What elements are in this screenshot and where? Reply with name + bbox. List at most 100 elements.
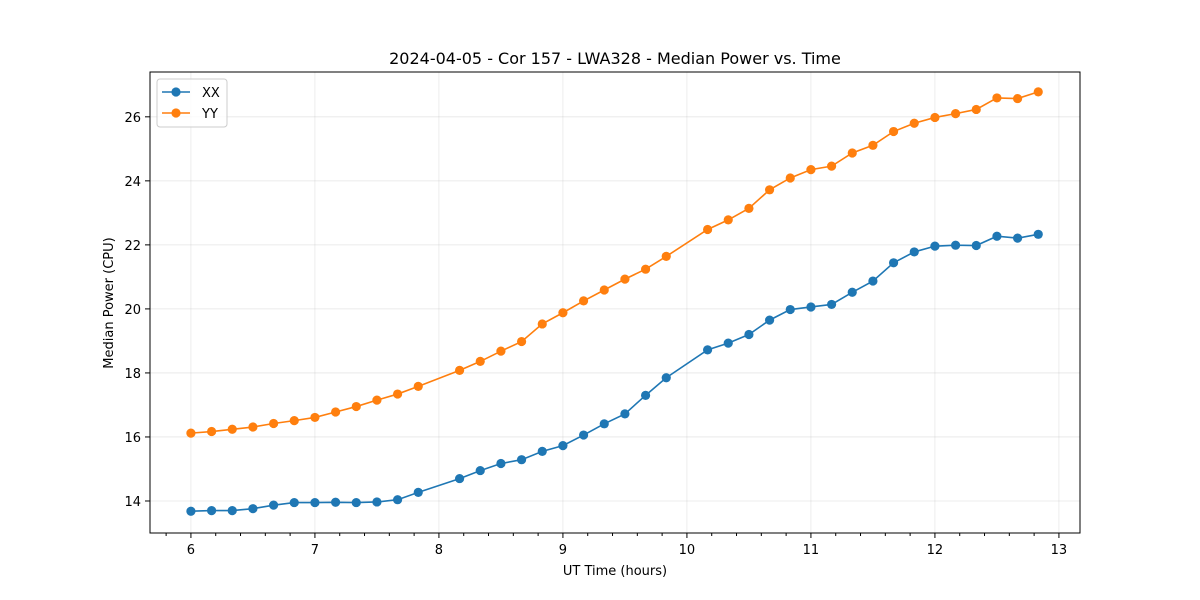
- data-point-yy: [413, 381, 423, 391]
- legend-label: YY: [201, 107, 218, 122]
- data-point-xx: [826, 299, 837, 310]
- y-tick-label: 20: [124, 303, 141, 318]
- legend: XX YY: [156, 78, 228, 128]
- series-line-xx: [190, 233, 1039, 513]
- data-point-yy: [372, 395, 382, 405]
- data-point-xx: [764, 315, 775, 325]
- data-point-yy: [578, 296, 589, 306]
- data-point-xx: [496, 458, 506, 469]
- data-point-xx: [806, 302, 816, 312]
- data-point-yy: [764, 185, 775, 195]
- data-point-xx: [744, 329, 754, 340]
- data-point-xx: [702, 345, 713, 355]
- legend-item-xx: XX: [162, 86, 220, 101]
- data-point-yy: [248, 422, 258, 432]
- chart-title: 2024-04-05 - Cor 157 - LWA328 - Median P…: [389, 49, 841, 68]
- data-point-xx: [516, 455, 527, 465]
- data-point-yy: [888, 126, 899, 137]
- y-tick-label: 22: [124, 239, 141, 254]
- data-point-yy: [847, 148, 857, 158]
- data-point-yy: [971, 104, 981, 115]
- data-point-yy: [950, 109, 961, 119]
- data-point-yy: [640, 264, 651, 274]
- data-point-xx: [206, 505, 217, 516]
- data-point-yy: [785, 173, 795, 183]
- data-point-yy: [1012, 93, 1023, 104]
- data-point-xx: [620, 409, 630, 419]
- x-tick-label: 10: [679, 543, 696, 558]
- data-point-xx: [558, 441, 568, 451]
- data-point-xx: [351, 497, 361, 508]
- data-point-xx: [186, 506, 196, 516]
- legend-marker: [171, 87, 181, 97]
- data-point-xx: [392, 495, 403, 505]
- x-tick-label: 13: [1051, 543, 1068, 558]
- data-point-yy: [826, 161, 837, 171]
- data-point-xx: [578, 430, 589, 440]
- data-point-yy: [454, 365, 465, 375]
- data-point-yy: [289, 416, 299, 426]
- y-tick-label: 16: [124, 431, 141, 446]
- legend-item-yy: YY: [162, 107, 218, 122]
- legend-label: XX: [202, 86, 220, 101]
- data-point-xx: [454, 473, 465, 484]
- series-xx: [186, 229, 1043, 516]
- series-line-yy: [190, 91, 1039, 434]
- data-point-yy: [930, 112, 940, 123]
- data-point-xx: [909, 247, 919, 257]
- y-tick-label: 18: [124, 367, 141, 382]
- data-point-xx: [868, 276, 878, 286]
- data-point-yy: [1033, 87, 1043, 97]
- data-point-xx: [971, 240, 981, 251]
- data-point-yy: [558, 308, 568, 318]
- plot-frame: [149, 71, 1081, 534]
- data-point-yy: [330, 407, 341, 417]
- data-point-yy: [702, 224, 713, 235]
- x-tick-label: 6: [187, 543, 195, 558]
- data-point-xx: [310, 497, 320, 508]
- data-point-yy: [992, 93, 1002, 103]
- y-tick-label: 24: [124, 175, 141, 190]
- data-point-yy: [392, 389, 403, 399]
- data-point-xx: [413, 487, 423, 497]
- data-point-xx: [723, 338, 733, 348]
- data-point-yy: [744, 203, 754, 213]
- data-point-yy: [310, 412, 320, 423]
- data-point-yy: [475, 356, 485, 367]
- data-point-yy: [909, 118, 919, 128]
- data-point-xx: [785, 304, 795, 315]
- legend-marker: [171, 108, 181, 118]
- y-axis-label: Median Power (CPU): [102, 237, 117, 368]
- series-yy: [186, 87, 1043, 438]
- data-point-xx: [1012, 233, 1023, 243]
- plot-series: [186, 87, 1043, 516]
- data-point-xx: [930, 241, 940, 251]
- x-tick-label: 12: [927, 543, 944, 558]
- x-tick-label: 8: [435, 543, 443, 558]
- data-point-xx: [950, 240, 961, 250]
- data-point-yy: [806, 165, 816, 175]
- data-point-xx: [330, 497, 341, 507]
- data-point-xx: [847, 287, 857, 297]
- data-point-xx: [268, 500, 279, 510]
- data-point-yy: [868, 140, 878, 150]
- x-tick-label: 9: [559, 543, 567, 558]
- data-point-yy: [661, 251, 671, 261]
- data-point-xx: [475, 465, 485, 476]
- x-axis-label: UT Time (hours): [563, 564, 667, 579]
- y-tick-label: 14: [124, 495, 141, 510]
- data-point-yy: [723, 215, 733, 225]
- y-tick-label: 26: [124, 111, 141, 126]
- data-point-xx: [289, 497, 299, 508]
- data-point-yy: [351, 401, 361, 412]
- data-point-yy: [620, 274, 630, 284]
- data-point-yy: [186, 428, 196, 438]
- x-tick-label: 7: [311, 543, 319, 558]
- data-point-yy: [537, 319, 547, 329]
- data-point-xx: [992, 231, 1002, 241]
- data-point-xx: [537, 446, 547, 456]
- grid: [150, 72, 1080, 533]
- data-point-yy: [206, 426, 217, 437]
- data-point-xx: [372, 497, 382, 507]
